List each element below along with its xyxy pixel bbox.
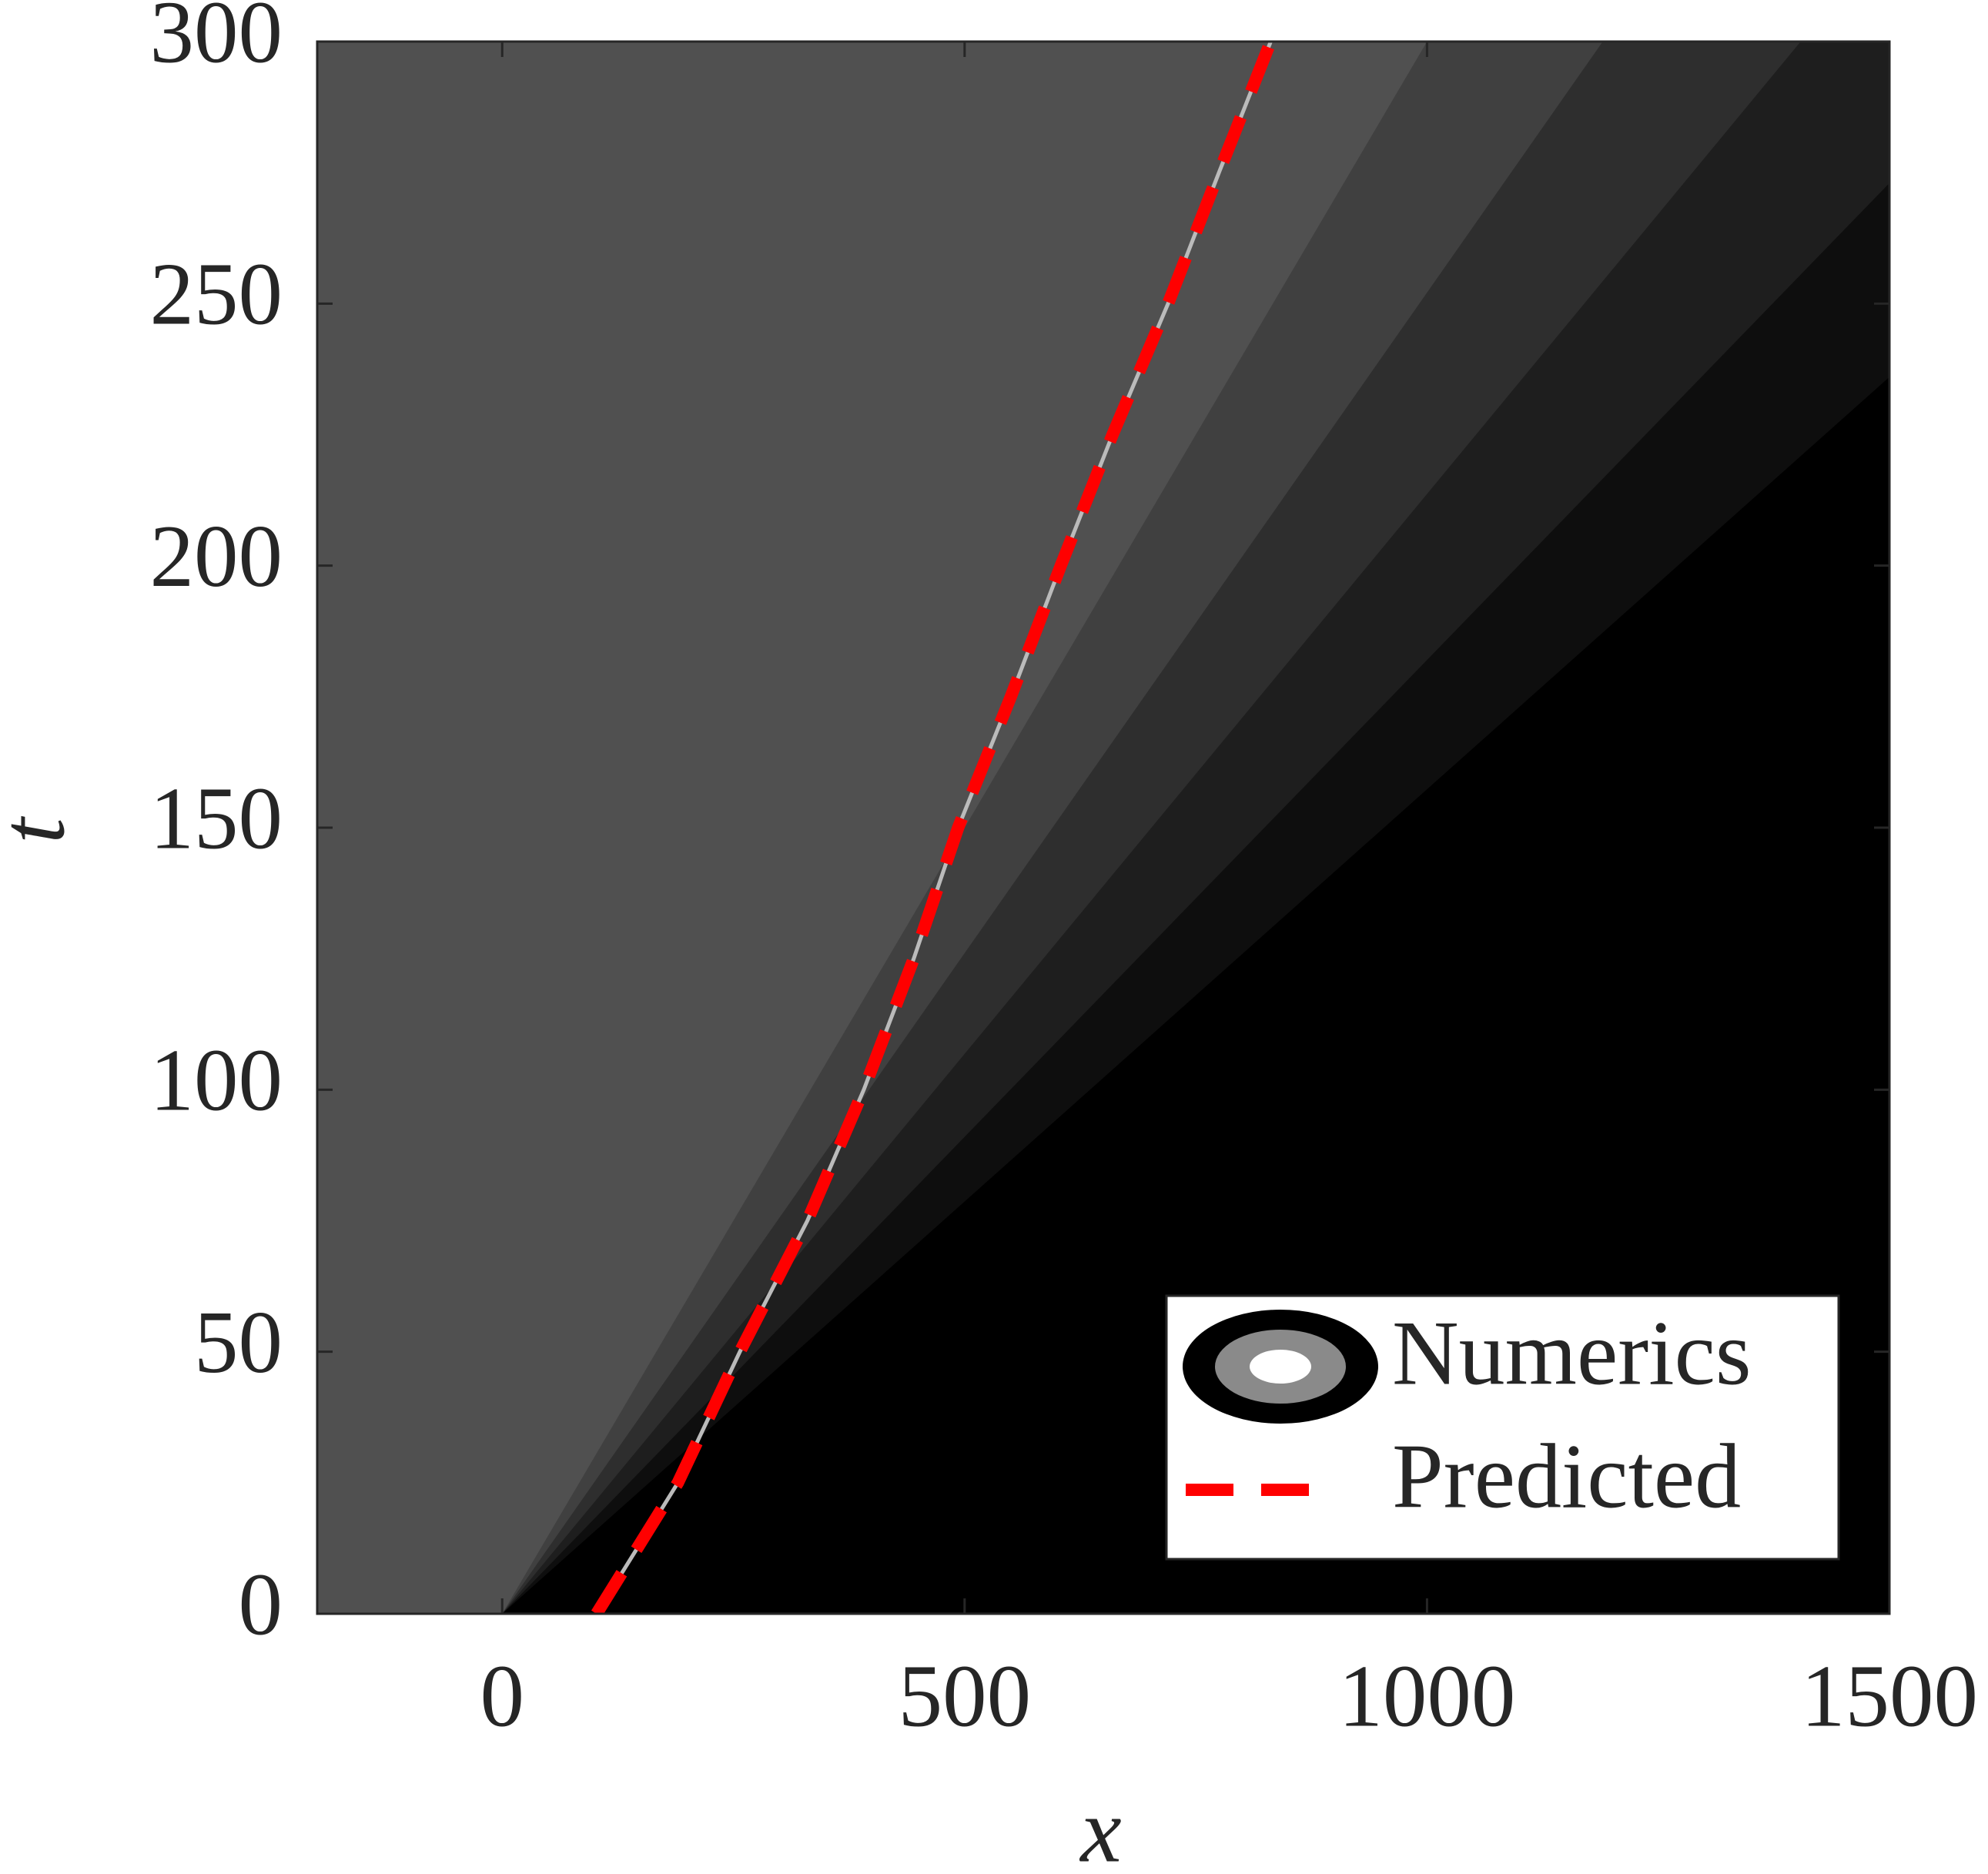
x-tick-label: 1500: [1801, 1647, 1978, 1745]
y-tick-label: 50: [194, 1293, 283, 1391]
legend-label: Predicted: [1392, 1425, 1741, 1528]
legend: Numerics Predicted: [1165, 1294, 1840, 1561]
legend-icon: [1250, 1350, 1311, 1384]
x-axis-label: x: [1079, 1779, 1121, 1874]
y-tick-label: 300: [150, 0, 283, 81]
legend-label: Numerics: [1392, 1302, 1752, 1404]
y-axis-label: t: [0, 816, 84, 844]
y-tick-label: 250: [150, 246, 283, 343]
y-tick-label: 150: [150, 769, 283, 867]
y-tick-label: 100: [150, 1032, 283, 1129]
x-tick-label: 0: [480, 1647, 524, 1745]
y-tick-label: 0: [239, 1555, 283, 1653]
x-tick-label: 500: [899, 1647, 1032, 1745]
x-tick-label: 1000: [1338, 1647, 1515, 1745]
plot-area: [317, 42, 1889, 1614]
axes: 0 500 1000 1500 0 50 100 150 200 250 300: [150, 0, 1979, 1745]
y-tick-label: 200: [150, 507, 283, 605]
predicted-line: [591, 42, 1277, 1614]
